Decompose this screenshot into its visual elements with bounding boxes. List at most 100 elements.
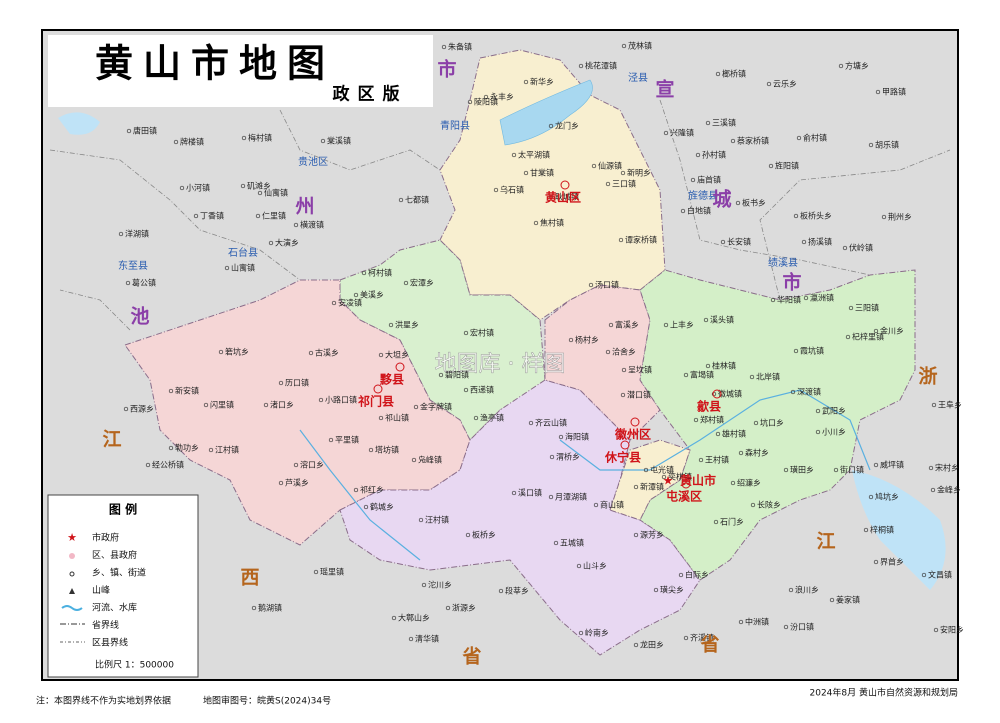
- town-dot: [790, 389, 796, 395]
- town-label: 璜尖乡: [660, 585, 684, 595]
- town-label: 梓桐镇: [870, 525, 894, 535]
- town-dot: [829, 597, 835, 603]
- rivers: [299, 389, 871, 561]
- town-label: 仁里镇: [262, 211, 286, 221]
- town-dot: [251, 605, 257, 611]
- neighbor-county: 青阳县: [440, 119, 470, 132]
- town-label: 山寓镇: [231, 263, 255, 273]
- town-dot: [633, 642, 639, 648]
- town-label: 甲路镇: [882, 87, 906, 97]
- town-dot: [608, 322, 614, 328]
- town-dot: [620, 170, 626, 176]
- town-dot: [928, 465, 934, 471]
- neighbor-county: 泾县: [628, 71, 648, 84]
- town-dot: [308, 350, 314, 356]
- neighbor-county: 绩溪县: [768, 256, 798, 269]
- town-dot: [783, 624, 789, 630]
- town-dot: [413, 404, 419, 410]
- town-label: 齐云山镇: [535, 418, 567, 428]
- town-dot: [690, 177, 696, 183]
- town-label: 宋村乡: [935, 463, 959, 473]
- title-box: [48, 35, 433, 107]
- town-dot: [268, 240, 274, 246]
- town-dot: [523, 79, 529, 85]
- town-label: 小河镇: [186, 183, 210, 193]
- town-dot: [848, 305, 854, 311]
- town-label: 平里镇: [335, 435, 359, 445]
- town-dot: [815, 429, 821, 435]
- town-label: 中洲镇: [745, 617, 769, 627]
- town-dot: [498, 588, 504, 594]
- town-label: 蔡家桥镇: [737, 136, 769, 146]
- town-label: 齐溪镇: [690, 633, 714, 643]
- legend-title: 图 例: [109, 502, 137, 517]
- town-label: 潜口镇: [627, 390, 651, 400]
- neighbor-county: 贵池区: [298, 155, 328, 168]
- town-dot: [881, 214, 887, 220]
- town-label: 月潭湖镇: [555, 492, 587, 502]
- town-label: 三阳镇: [855, 303, 879, 313]
- town-label: 沱川乡: [428, 580, 452, 590]
- neighbor-char: 池: [130, 305, 149, 328]
- town-label: 威坪镇: [880, 460, 904, 470]
- district-label: 祁门县: [358, 394, 394, 409]
- town-label: 武阳乡: [822, 406, 846, 416]
- neighbor-boundaries: [49, 99, 951, 331]
- town-dot: [493, 187, 499, 193]
- town-label: 街口镇: [840, 465, 864, 475]
- town-dot: [633, 532, 639, 538]
- region-tunxi: [609, 439, 691, 521]
- town-dot: [768, 163, 774, 169]
- town-dot: [621, 367, 627, 373]
- town-label: 梅村镇: [248, 133, 272, 143]
- town-label: 海阳镇: [565, 432, 589, 442]
- town-label: 渚口乡: [270, 401, 294, 410]
- town-label: 华阳镇: [777, 295, 801, 305]
- town-label: 富溪乡: [615, 320, 639, 330]
- town-label: 白地镇: [687, 206, 711, 216]
- town-label: 段莘乡: [505, 586, 529, 596]
- town-dot: [873, 328, 879, 334]
- town-dot: [698, 457, 704, 463]
- town-dot: [241, 135, 247, 141]
- town-label: 西递镇: [470, 385, 494, 395]
- town-label: 新明乡: [627, 168, 651, 178]
- town-dot: [868, 494, 874, 500]
- town-dot: [463, 387, 469, 393]
- town-label: 陵阳镇: [474, 97, 498, 107]
- town-label: 洪星乡: [395, 320, 419, 330]
- legend-peak-symbol: [69, 588, 75, 594]
- town-dot: [705, 120, 711, 126]
- region-qimen: [124, 279, 471, 546]
- town-dot: [730, 480, 736, 486]
- town-label: 安凌镇: [338, 298, 362, 308]
- town-label: 坑口乡: [760, 418, 784, 428]
- town-label: 汪村镇: [425, 515, 449, 525]
- town-label: 鹤城乡: [370, 502, 394, 512]
- town-dot: [411, 457, 417, 463]
- town-dot: [465, 532, 471, 538]
- legend: 图 例 比例尺 1：500000 ★: [47, 494, 199, 678]
- town-label: 箬坑乡: [225, 347, 249, 357]
- town-label: 五城镇: [560, 538, 584, 548]
- town-dot: [695, 152, 701, 158]
- town-label: 荆州乡: [888, 212, 912, 222]
- town-label: 洽舍乡: [612, 347, 636, 357]
- town-label: 棠溪镇: [327, 136, 351, 146]
- town-label: 太平湖镇: [518, 150, 550, 160]
- legend-item: 乡、镇、街道: [92, 567, 146, 579]
- town-dot: [815, 408, 821, 414]
- town-label: 姜家镇: [836, 595, 860, 605]
- town-dot: [873, 462, 879, 468]
- town-label: 焦村镇: [540, 218, 564, 228]
- town-dot: [842, 245, 848, 251]
- town-dot: [123, 406, 129, 412]
- town-dot: [621, 43, 627, 49]
- town-label: 七都镇: [405, 195, 429, 205]
- town-label: 小路口镇: [325, 395, 357, 405]
- region-huizhou: [544, 284, 661, 441]
- town-dot: [511, 490, 517, 496]
- town-label: 杞梓里镇: [852, 332, 884, 342]
- town-dot: [591, 163, 597, 169]
- town-dot: [588, 282, 594, 288]
